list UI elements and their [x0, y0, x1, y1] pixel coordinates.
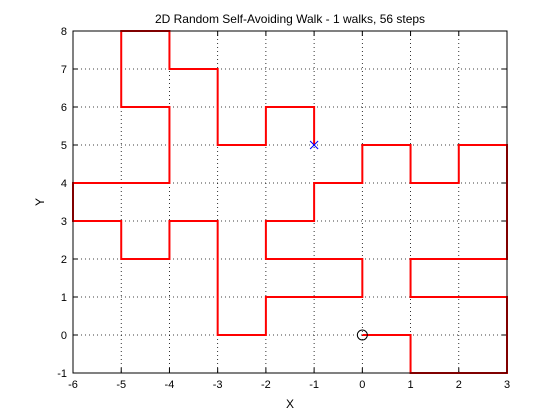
x-tick-label: 2: [456, 379, 462, 391]
x-axis-label: X: [286, 397, 294, 411]
y-tick-label: 7: [61, 64, 67, 76]
y-tick-label: 4: [61, 178, 67, 190]
x-tick-label: -2: [261, 379, 271, 391]
x-tick-label: -4: [165, 379, 175, 391]
y-tick-label: 5: [61, 140, 67, 152]
end-marker-stroke: [309, 140, 319, 150]
plot-area: [73, 31, 507, 373]
start-point-marker: [356, 329, 368, 341]
y-axis-label: Y: [33, 198, 47, 206]
tick-labels: -6 -5 -4 -3 -2 -1 0 1 2 3 -1 0 1 2 3 4 5 6 7 8: [57, 26, 510, 391]
y-tick-label: 1: [61, 292, 67, 304]
y-tick-label: 2: [61, 254, 67, 266]
x-tick-label: -3: [213, 379, 223, 391]
axes-box: [72, 30, 508, 374]
y-tick-label: 8: [61, 26, 67, 38]
x-tick-label: 1: [407, 379, 413, 391]
x-tick-label: -5: [116, 379, 126, 391]
x-tick-label: -1: [309, 379, 319, 391]
y-tick-label: 3: [61, 216, 67, 228]
x-tick-label: 3: [504, 379, 510, 391]
chart-title: 2D Random Self-Avoiding Walk - 1 walks, …: [155, 12, 425, 26]
y-tick-label: 0: [61, 330, 67, 342]
y-tick-label: 6: [61, 102, 67, 114]
y-tick-label: -1: [57, 368, 67, 380]
x-tick-label: 0: [359, 379, 365, 391]
walk-markers: [309, 140, 368, 341]
end-point-marker: [309, 140, 319, 150]
x-tick-label: -6: [68, 379, 78, 391]
